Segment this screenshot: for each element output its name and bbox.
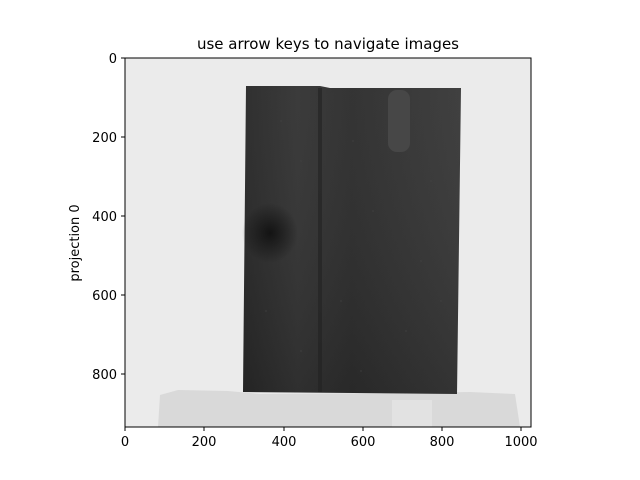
projection-image[interactable] — [125, 58, 531, 427]
y-axis-label: projection 0 — [68, 204, 83, 281]
x-tick-label: 400 — [272, 435, 297, 450]
x-axis: 0 200 400 600 800 1000 — [121, 427, 538, 450]
y-tick-label: 400 — [92, 210, 117, 225]
y-tick-label: 200 — [92, 131, 117, 146]
image-object-strip — [388, 90, 410, 152]
image-object-seam — [318, 88, 322, 392]
y-tick-label: 600 — [92, 289, 117, 304]
x-tick-label: 0 — [121, 435, 129, 450]
y-axis: 0 200 400 600 800 — [92, 52, 125, 383]
image-object-dark-region — [242, 203, 298, 263]
y-tick-label: 0 — [109, 52, 117, 67]
x-tick-label: 200 — [192, 435, 217, 450]
y-tick-label: 800 — [92, 368, 117, 383]
image-base-highlight — [392, 400, 432, 427]
image-base-platform — [158, 390, 520, 427]
x-tick-label: 1000 — [504, 435, 537, 450]
x-tick-label: 800 — [430, 435, 455, 450]
plot-title: use arrow keys to navigate images — [197, 35, 459, 53]
x-tick-label: 600 — [351, 435, 376, 450]
